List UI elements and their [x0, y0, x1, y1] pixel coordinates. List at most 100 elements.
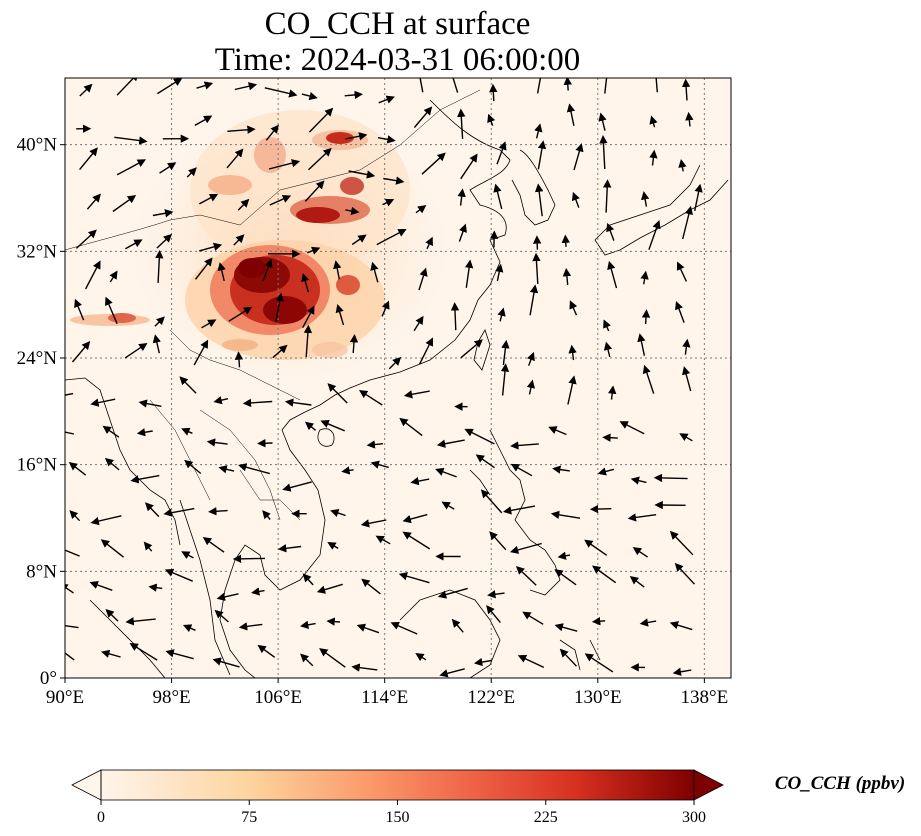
- wind-arrow: [214, 609, 229, 623]
- wind-arrow: [206, 438, 228, 447]
- wind-arrow: [439, 668, 465, 678]
- wind-arrow: [648, 220, 661, 250]
- map-frame: [64, 77, 732, 679]
- wind-arrow: [458, 223, 467, 242]
- wind-arrow: [436, 439, 465, 448]
- wind-arrow: [640, 191, 650, 207]
- wind-arrow: [242, 398, 273, 408]
- colorbar-tick-label: 300: [682, 809, 706, 826]
- wind-arrow: [344, 90, 363, 100]
- y-tick-label: 8°N: [26, 561, 57, 582]
- wind-arrow: [480, 489, 503, 514]
- wind-arrow: [475, 454, 495, 469]
- wind-arrow: [101, 649, 121, 658]
- x-tick-label: 130°E: [574, 687, 622, 708]
- wind-arrow: [102, 425, 120, 438]
- wind-arrow: [268, 159, 301, 170]
- wind-arrow: [199, 242, 223, 252]
- wind-arrow: [501, 339, 510, 366]
- wind-arrow: [65, 583, 74, 594]
- wind-arrow: [194, 115, 213, 127]
- wind-arrow: [464, 428, 495, 445]
- wind-arrow: [510, 441, 539, 450]
- wind-arrow: [410, 476, 430, 486]
- wind-arrow: [619, 421, 645, 435]
- wind-arrow: [682, 205, 693, 240]
- wind-arrow: [257, 644, 276, 658]
- wind-vectors: [65, 78, 703, 678]
- wind-arrow: [105, 608, 119, 622]
- wind-arrow: [326, 617, 340, 626]
- wind-arrow: [356, 623, 380, 634]
- wind-arrow: [537, 140, 547, 170]
- wind-arrow: [112, 194, 137, 213]
- wind-arrow: [234, 351, 244, 368]
- wind-arrow: [554, 569, 577, 586]
- wind-arrow: [69, 510, 81, 522]
- wind-arrow: [237, 198, 250, 211]
- wind-arrow: [164, 568, 193, 582]
- wind-arrow: [181, 551, 194, 559]
- wind-arrow: [201, 319, 217, 329]
- wind-arrow: [421, 152, 446, 175]
- wind-arrow: [388, 356, 402, 370]
- wind-arrow: [632, 547, 648, 558]
- wind-arrow: [348, 170, 376, 179]
- wind-arrow: [627, 513, 657, 522]
- wind-arrow: [415, 204, 427, 214]
- country-borders: [65, 89, 481, 521]
- wind-arrow: [272, 344, 288, 359]
- wind-arrow: [496, 141, 507, 165]
- wind-arrow: [603, 179, 612, 213]
- x-tick-label: 122°E: [467, 687, 515, 708]
- wind-arrow: [598, 112, 607, 131]
- wind-arrow: [65, 652, 75, 661]
- wind-arrow: [603, 319, 611, 332]
- wind-arrow: [568, 344, 577, 361]
- wind-arrow: [327, 383, 348, 404]
- wind-arrow: [68, 462, 87, 476]
- wind-arrow: [597, 467, 615, 476]
- wind-arrow: [212, 657, 240, 668]
- wind-arrow: [489, 531, 507, 551]
- colorbar-extend-max: [693, 769, 724, 801]
- wind-arrow: [303, 324, 313, 358]
- wind-arrow: [536, 78, 542, 94]
- wind-arrow: [184, 459, 202, 475]
- wind-arrow: [349, 334, 359, 354]
- wind-arrow: [333, 260, 342, 280]
- wind-arrow: [603, 341, 613, 358]
- wind-arrow: [675, 300, 685, 323]
- wind-arrow: [676, 261, 688, 282]
- wind-arrow: [571, 191, 580, 208]
- gridlines: [65, 78, 731, 678]
- wind-arrow: [561, 234, 570, 247]
- wind-arrow: [637, 333, 646, 356]
- wind-arrow: [681, 78, 691, 101]
- wind-arrow: [233, 234, 245, 246]
- wind-arrow: [640, 270, 649, 285]
- wind-arrow: [165, 649, 194, 660]
- wind-arrow: [213, 396, 229, 405]
- wind-arrow: [487, 590, 505, 599]
- wind-arrow: [567, 375, 577, 405]
- wind-arrow: [238, 463, 270, 475]
- wind-arrow: [517, 654, 545, 669]
- wind-arrow: [234, 82, 258, 91]
- wind-arrow: [630, 476, 647, 485]
- wind-arrow: [186, 167, 197, 178]
- wind-arrow: [607, 260, 618, 289]
- wind-arrow: [79, 83, 93, 97]
- wind-arrow: [319, 648, 346, 668]
- wind-arrow: [435, 467, 457, 478]
- wind-arrow: [218, 465, 235, 474]
- wind-arrow: [653, 473, 688, 483]
- wind-arrow: [489, 83, 498, 102]
- wind-arrow: [419, 78, 424, 93]
- wind-arrow: [306, 246, 321, 255]
- wind-arrow: [383, 176, 405, 185]
- wind-arrow: [502, 505, 536, 515]
- wind-arrow: [589, 504, 612, 514]
- wind-arrow: [641, 309, 651, 325]
- wind-arrow: [202, 536, 225, 553]
